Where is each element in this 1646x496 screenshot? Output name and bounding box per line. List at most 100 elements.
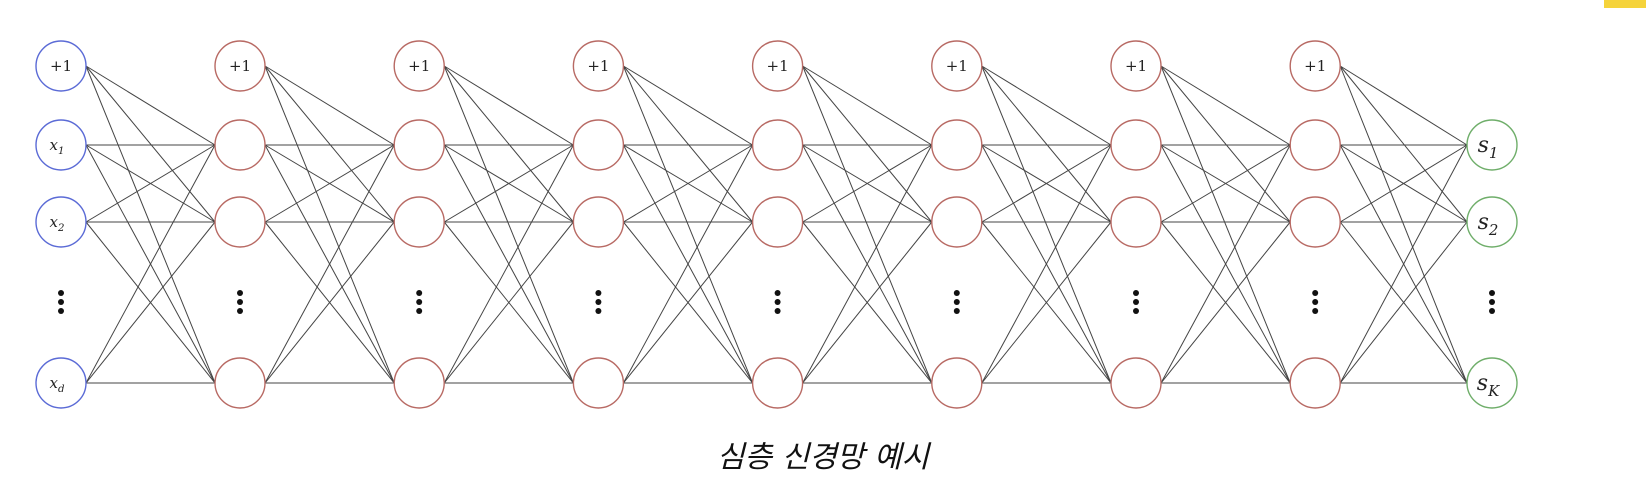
hidden-ellipsis-dot xyxy=(1312,290,1319,296)
hidden-bias-label: +1 xyxy=(767,57,789,75)
input-node-label: xd xyxy=(50,374,65,395)
hidden-node xyxy=(572,357,625,409)
hidden-node xyxy=(1289,196,1341,248)
hidden-node xyxy=(931,119,983,171)
connection-edge xyxy=(622,65,754,384)
hidden-node xyxy=(572,196,625,248)
hidden-node xyxy=(1289,119,1341,171)
hidden-ellipsis-dot xyxy=(1312,308,1319,314)
hidden-ellipsis-dot xyxy=(416,290,423,296)
connection-edge xyxy=(264,221,395,384)
connection-edge xyxy=(981,221,1112,384)
hidden-ellipsis-dot xyxy=(774,299,781,305)
hidden-node xyxy=(751,357,804,409)
hidden-ellipsis-dot xyxy=(1133,308,1139,314)
output-node-label: s1 xyxy=(1478,133,1499,162)
output-node-label: sK xyxy=(1477,371,1500,400)
connection-edge xyxy=(264,144,395,384)
connection-edge xyxy=(802,144,933,223)
connection-edge xyxy=(623,221,753,384)
hidden-ellipsis-dot xyxy=(595,299,602,305)
connection-edge xyxy=(443,144,574,384)
hidden-node xyxy=(1110,119,1162,171)
connection-edge xyxy=(264,144,395,223)
hidden-ellipsis-dot xyxy=(953,290,960,296)
connection-edge xyxy=(85,65,216,146)
hidden-node xyxy=(214,196,266,248)
input-node-label: x2 xyxy=(50,213,65,234)
hidden-node xyxy=(931,357,983,409)
connection-edge xyxy=(1339,221,1468,384)
connection-edge xyxy=(1339,144,1468,384)
hidden-node xyxy=(1110,357,1162,409)
input-ellipsis-dot xyxy=(58,308,64,314)
connection-edge xyxy=(264,65,395,146)
hidden-ellipsis-dot xyxy=(595,308,602,314)
connection-edge xyxy=(85,65,216,384)
hidden-ellipsis-dot xyxy=(774,290,781,296)
connection-edge xyxy=(623,65,753,146)
hidden-ellipsis-dot xyxy=(1312,299,1319,305)
hidden-bias-label: +1 xyxy=(408,57,430,75)
connection-edge xyxy=(981,144,1112,384)
hidden-bias-label: +1 xyxy=(229,57,251,75)
connection-edge xyxy=(622,144,754,384)
hidden-bias-label: +1 xyxy=(587,57,609,75)
connection-edge xyxy=(443,65,574,223)
connection-edge xyxy=(1160,144,1291,223)
connection-edge xyxy=(981,65,1112,384)
output-node xyxy=(1466,357,1518,409)
connection-edge xyxy=(802,144,933,384)
hidden-ellipsis-dot xyxy=(953,308,960,314)
input-node xyxy=(35,119,87,171)
hidden-node xyxy=(393,196,445,248)
connection-edges xyxy=(85,65,1468,384)
connection-edge xyxy=(802,65,933,223)
connection-edge xyxy=(264,65,395,223)
hidden-ellipsis-dot xyxy=(237,299,243,305)
connection-edge xyxy=(1339,65,1468,146)
hidden-node xyxy=(931,196,983,248)
hidden-ellipsis-dot xyxy=(1133,299,1139,305)
connection-edge xyxy=(623,65,753,223)
output-node-label: s2 xyxy=(1478,210,1499,239)
hidden-node xyxy=(393,119,445,171)
input-node xyxy=(35,196,87,248)
connection-edge xyxy=(85,144,216,384)
corner-highlight xyxy=(1604,0,1646,8)
hidden-bias-label: +1 xyxy=(946,57,968,75)
output-node xyxy=(1466,119,1518,171)
connection-edge xyxy=(981,144,1112,223)
hidden-bias-node xyxy=(931,40,983,92)
hidden-ellipsis-dot xyxy=(416,308,423,314)
connection-edge xyxy=(802,65,933,146)
hidden-node xyxy=(751,196,804,248)
connection-edge xyxy=(1160,144,1291,384)
hidden-ellipsis-dot xyxy=(1133,290,1139,296)
hidden-bias-label: +1 xyxy=(1125,57,1147,75)
connection-edge xyxy=(1160,65,1291,146)
connection-edge xyxy=(802,221,933,384)
hidden-node xyxy=(1289,357,1341,409)
connection-edge xyxy=(85,65,216,223)
output-ellipsis-dot xyxy=(1489,290,1495,296)
connection-edge xyxy=(1160,65,1291,223)
hidden-ellipsis-dot xyxy=(953,299,960,305)
hidden-ellipsis-dot xyxy=(774,308,781,314)
hidden-node xyxy=(214,119,266,171)
output-ellipsis-dot xyxy=(1489,299,1495,305)
connection-edge xyxy=(1160,221,1291,384)
hidden-bias-node xyxy=(751,40,804,92)
connection-edge xyxy=(1339,65,1468,223)
hidden-ellipsis-dot xyxy=(237,308,243,314)
hidden-node xyxy=(393,357,445,409)
connection-edge xyxy=(981,65,1112,223)
input-bias-node xyxy=(35,40,87,92)
figure-caption: 심층 신경망 예시 xyxy=(716,440,930,475)
connection-edge xyxy=(443,65,574,146)
network-nodes: +1 x1 x2 xd +1 +1 +1 +1 +1 +1 +1 s1 s2 sK xyxy=(35,40,1518,409)
hidden-bias-node xyxy=(214,40,266,92)
connection-edge xyxy=(85,144,216,223)
connection-edge xyxy=(443,144,574,223)
